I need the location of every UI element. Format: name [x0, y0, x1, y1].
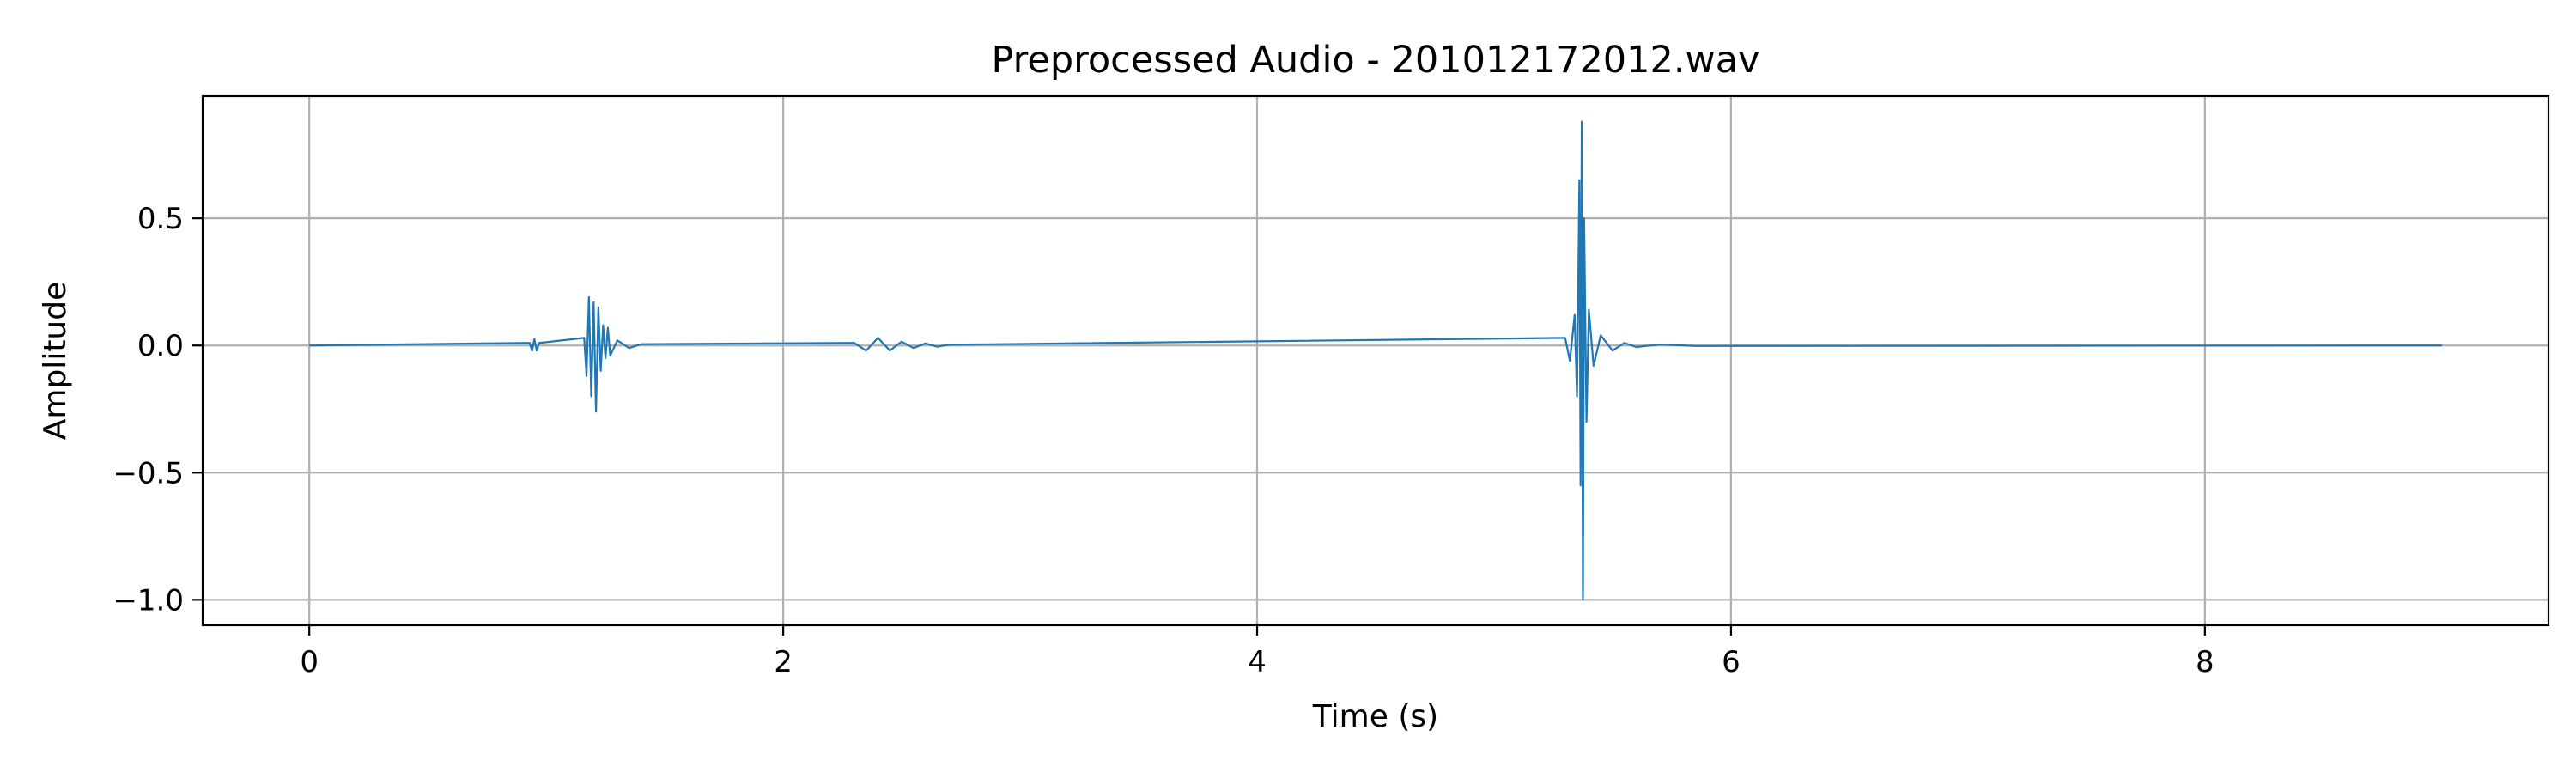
x-tick-label: 4 — [1248, 645, 1267, 679]
x-tick-label: 6 — [1722, 645, 1741, 679]
y-tick-label: −0.5 — [112, 456, 184, 490]
x-axis-label: Time (s) — [1312, 699, 1438, 734]
x-tick-label: 8 — [2196, 645, 2215, 679]
x-tick-label: 2 — [774, 645, 793, 679]
y-axis-label: Amplitude — [38, 282, 73, 440]
y-tick-label: 0.5 — [137, 202, 184, 236]
waveform-line — [309, 120, 2442, 601]
chart-title: Preprocessed Audio - 201012172012.wav — [991, 39, 1759, 82]
axes-frame — [201, 94, 2550, 627]
axis-ticks: 0 2 4 6 8 0.5 0.0 −0.5 −1.0 — [112, 202, 2214, 679]
y-tick-label: 0.0 — [137, 329, 184, 363]
y-tick-label: −1.0 — [112, 583, 184, 618]
plot-area — [309, 120, 2442, 601]
x-tick-label: 0 — [300, 645, 319, 679]
